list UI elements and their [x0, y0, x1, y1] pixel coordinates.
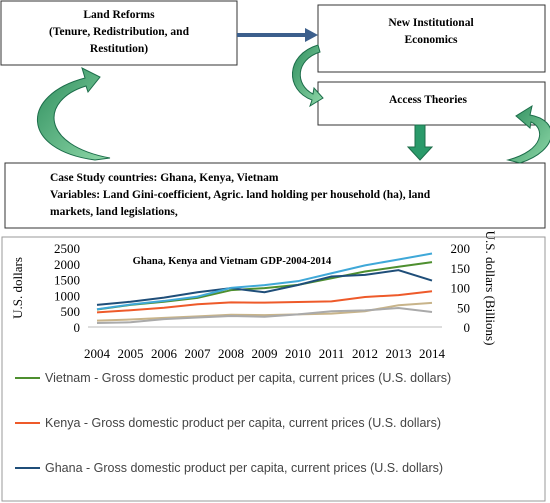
curved-arrow	[292, 44, 324, 108]
chart-title: Ghana, Kenya and Vietnam GDP-2004-2014	[133, 256, 332, 267]
series-line	[96, 307, 433, 325]
legend-label: Ghana - Gross domestic product per capit…	[45, 461, 443, 475]
node-text: New Institutional	[388, 17, 473, 29]
x-tick-label: 2008	[218, 346, 244, 361]
node-text: (Tenure, Redistribution, and	[49, 26, 190, 38]
x-tick-label: 2007	[185, 346, 212, 361]
y-axis-label: U.S. dollars	[10, 257, 25, 319]
y2-tick-label: 200	[451, 241, 471, 256]
x-tick-label: 2006	[151, 346, 178, 361]
y-tick-label: 2500	[54, 241, 80, 256]
y-tick-label: 1000	[54, 288, 80, 303]
node-text: Restitution)	[90, 43, 148, 55]
x-tick-label: 2012	[352, 346, 378, 361]
y2-axis-label: U.S. dollars (Billions)	[483, 231, 498, 346]
x-tick-label: 2013	[386, 346, 412, 361]
node-text: Case Study countries: Ghana, Kenya, Viet…	[50, 172, 279, 184]
box	[4, 162, 546, 229]
node-text: Variables: Land Gini-coefficient, Agric.…	[50, 189, 431, 201]
legend-label: Kenya - Gross domestic product per capit…	[45, 416, 441, 430]
chart-frame	[1, 236, 546, 502]
y2-tick-label: 0	[464, 320, 471, 335]
node-text: Economics	[404, 34, 458, 46]
series-line	[96, 252, 433, 311]
y2-tick-label: 100	[451, 281, 471, 296]
x-tick-label: 2014	[419, 346, 446, 361]
node-text: markets, land legislations,	[50, 206, 178, 218]
y2-tick-label: 50	[457, 300, 470, 315]
box	[317, 4, 546, 73]
y-tick-label: 0	[74, 320, 81, 335]
y-tick-label: 2000	[54, 257, 80, 272]
arrowhead	[305, 28, 318, 42]
curved-arrow	[506, 104, 550, 164]
y-tick-label: 500	[61, 304, 81, 319]
x-tick-label: 2009	[252, 346, 278, 361]
x-tick-label: 2004	[84, 346, 111, 361]
curved-arrow	[36, 67, 111, 161]
box	[0, 0, 238, 66]
y-tick-label: 1500	[54, 273, 80, 288]
series-line	[96, 269, 433, 306]
node-text: Access Theories	[389, 94, 468, 106]
legend-label: Vietnam - Gross domestic product per cap…	[45, 371, 451, 385]
x-tick-label: 2005	[118, 346, 144, 361]
box	[317, 81, 546, 126]
x-tick-label: 2010	[285, 346, 311, 361]
series-line	[96, 290, 433, 314]
arrow	[406, 124, 434, 161]
x-tick-label: 2011	[319, 346, 345, 361]
y2-tick-label: 150	[451, 261, 471, 276]
node-text: Land Reforms	[83, 9, 155, 21]
